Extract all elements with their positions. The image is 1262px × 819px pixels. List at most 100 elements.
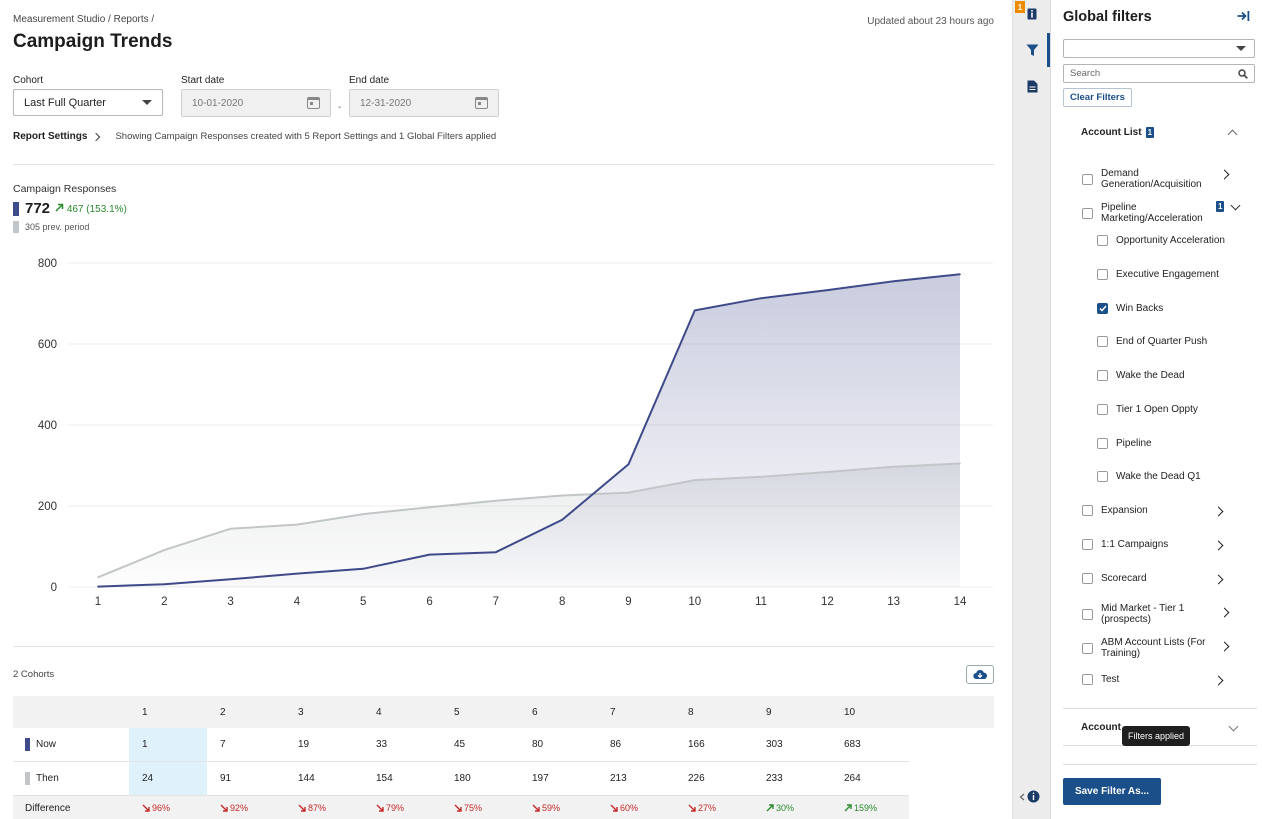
filter-item[interactable]: Expansion bbox=[1082, 505, 1222, 516]
chevron-down-icon[interactable] bbox=[1230, 200, 1241, 211]
checkbox[interactable] bbox=[1097, 269, 1108, 280]
checkbox[interactable] bbox=[1097, 404, 1108, 415]
filter-item[interactable]: Opportunity Acceleration bbox=[1097, 235, 1247, 246]
column-header[interactable]: 1 bbox=[142, 706, 148, 718]
data-point-now[interactable] bbox=[892, 280, 895, 283]
column-header[interactable]: 5 bbox=[454, 706, 460, 718]
data-point-then[interactable] bbox=[428, 506, 431, 509]
filter-item[interactable]: Executive Engagement bbox=[1097, 269, 1247, 280]
data-point-then[interactable] bbox=[959, 462, 961, 465]
data-point-then[interactable] bbox=[892, 465, 895, 468]
data-point-then[interactable] bbox=[495, 499, 497, 502]
save-filter-button[interactable]: Save Filter As... bbox=[1063, 778, 1161, 805]
filter-item[interactable]: Pipeline bbox=[1097, 438, 1247, 449]
report-settings-link[interactable]: Report Settings bbox=[13, 131, 101, 142]
chevron-down-icon[interactable] bbox=[1228, 721, 1239, 732]
account-list-section[interactable]: Account List 1 bbox=[1081, 127, 1155, 138]
data-point-now[interactable] bbox=[97, 585, 99, 588]
icon-rail: 1 bbox=[1012, 0, 1050, 819]
checkbox[interactable] bbox=[1082, 642, 1093, 654]
filter-item[interactable]: Wake the Dead bbox=[1097, 370, 1247, 381]
data-point-now[interactable] bbox=[163, 583, 166, 585]
data-point-then[interactable] bbox=[826, 471, 829, 473]
info-icon[interactable] bbox=[1024, 6, 1040, 22]
checkbox[interactable] bbox=[1097, 471, 1108, 482]
filter-search-input[interactable]: Search bbox=[1063, 64, 1255, 83]
data-point-then[interactable] bbox=[561, 494, 563, 497]
filter-item[interactable]: Pipeline Marketing/Acceleration bbox=[1082, 202, 1207, 224]
chevron-left-icon[interactable] bbox=[1019, 793, 1025, 801]
data-point-then[interactable] bbox=[760, 476, 762, 478]
calendar-icon[interactable] bbox=[475, 97, 488, 109]
checkbox[interactable] bbox=[1082, 539, 1093, 550]
data-point-now[interactable] bbox=[495, 551, 497, 553]
filter-item[interactable]: Win Backs bbox=[1097, 303, 1247, 314]
start-date-field[interactable]: 10-01-2020 bbox=[181, 89, 331, 117]
document-icon[interactable] bbox=[1024, 78, 1040, 94]
collapse-panel-icon[interactable] bbox=[1237, 10, 1250, 25]
checkbox[interactable] bbox=[1097, 336, 1108, 347]
filter-item[interactable]: Mid Market - Tier 1 (prospects) bbox=[1082, 603, 1222, 625]
checkbox[interactable] bbox=[1082, 505, 1093, 516]
data-point-then[interactable] bbox=[163, 549, 166, 551]
checkbox[interactable] bbox=[1097, 370, 1108, 381]
checkbox[interactable] bbox=[1097, 235, 1108, 246]
filter-icon[interactable] bbox=[1024, 42, 1040, 58]
chevron-right-icon[interactable] bbox=[1219, 169, 1230, 180]
data-point-then[interactable] bbox=[229, 527, 232, 530]
filter-item[interactable]: Wake the Dead Q1 bbox=[1097, 471, 1247, 482]
download-button[interactable] bbox=[966, 665, 994, 684]
account-section[interactable]: Account bbox=[1081, 722, 1121, 733]
series-line-then bbox=[97, 462, 961, 579]
column-header[interactable]: 7 bbox=[610, 706, 616, 718]
data-point-now[interactable] bbox=[826, 289, 829, 291]
data-point-now[interactable] bbox=[693, 309, 696, 312]
divider bbox=[1063, 764, 1257, 765]
column-header[interactable]: 8 bbox=[688, 706, 694, 718]
checkbox[interactable] bbox=[1097, 438, 1108, 449]
cohort-select[interactable]: Last Full Quarter bbox=[13, 89, 163, 116]
chevron-up-icon[interactable] bbox=[1227, 129, 1238, 140]
filter-item[interactable]: 1:1 Campaigns bbox=[1082, 539, 1222, 550]
data-point-now[interactable] bbox=[959, 273, 961, 276]
checkbox[interactable] bbox=[1082, 573, 1093, 584]
data-point-now[interactable] bbox=[296, 572, 298, 575]
filter-item[interactable]: Test bbox=[1082, 674, 1222, 685]
date-separator: - bbox=[338, 102, 342, 113]
data-point-then[interactable] bbox=[693, 479, 696, 481]
column-header[interactable]: 4 bbox=[376, 706, 382, 718]
checkbox[interactable] bbox=[1082, 674, 1093, 685]
y-tick-label: 800 bbox=[38, 258, 57, 270]
filter-item[interactable]: ABM Account Lists (For Training) bbox=[1082, 637, 1222, 659]
data-point-then[interactable] bbox=[627, 491, 630, 494]
row-label-text: Now bbox=[36, 739, 57, 750]
end-date-field[interactable]: 12-31-2020 bbox=[349, 89, 499, 117]
checkbox[interactable] bbox=[1082, 173, 1093, 185]
info-circle-icon[interactable] bbox=[1027, 790, 1040, 803]
filter-item[interactable]: Tier 1 Open Oppty bbox=[1097, 404, 1247, 415]
column-header[interactable]: 10 bbox=[844, 706, 856, 718]
filter-item[interactable]: End of Quarter Push bbox=[1097, 336, 1247, 347]
data-point-now[interactable] bbox=[362, 567, 365, 570]
data-point-then[interactable] bbox=[296, 523, 298, 526]
filter-set-select[interactable] bbox=[1063, 39, 1255, 58]
data-point-now[interactable] bbox=[561, 518, 563, 521]
data-point-then[interactable] bbox=[362, 513, 365, 515]
filter-item[interactable]: Demand Generation/Acquisition bbox=[1082, 168, 1207, 190]
checkbox[interactable] bbox=[1082, 608, 1093, 620]
column-header[interactable]: 2 bbox=[220, 706, 226, 718]
calendar-icon[interactable] bbox=[307, 97, 320, 109]
data-point-now[interactable] bbox=[229, 578, 232, 581]
data-point-now[interactable] bbox=[428, 553, 431, 556]
data-point-then[interactable] bbox=[97, 576, 99, 579]
column-header[interactable]: 6 bbox=[532, 706, 538, 718]
clear-filters-button[interactable]: Clear Filters bbox=[1063, 88, 1132, 107]
breadcrumb[interactable]: Measurement Studio / Reports / bbox=[13, 14, 155, 25]
column-header[interactable]: 9 bbox=[766, 706, 772, 718]
data-point-now[interactable] bbox=[627, 463, 630, 466]
data-point-now[interactable] bbox=[760, 297, 762, 300]
filter-item[interactable]: Scorecard bbox=[1082, 573, 1222, 584]
column-header[interactable]: 3 bbox=[298, 706, 304, 718]
checkbox[interactable] bbox=[1097, 303, 1108, 314]
checkbox[interactable] bbox=[1082, 207, 1093, 219]
